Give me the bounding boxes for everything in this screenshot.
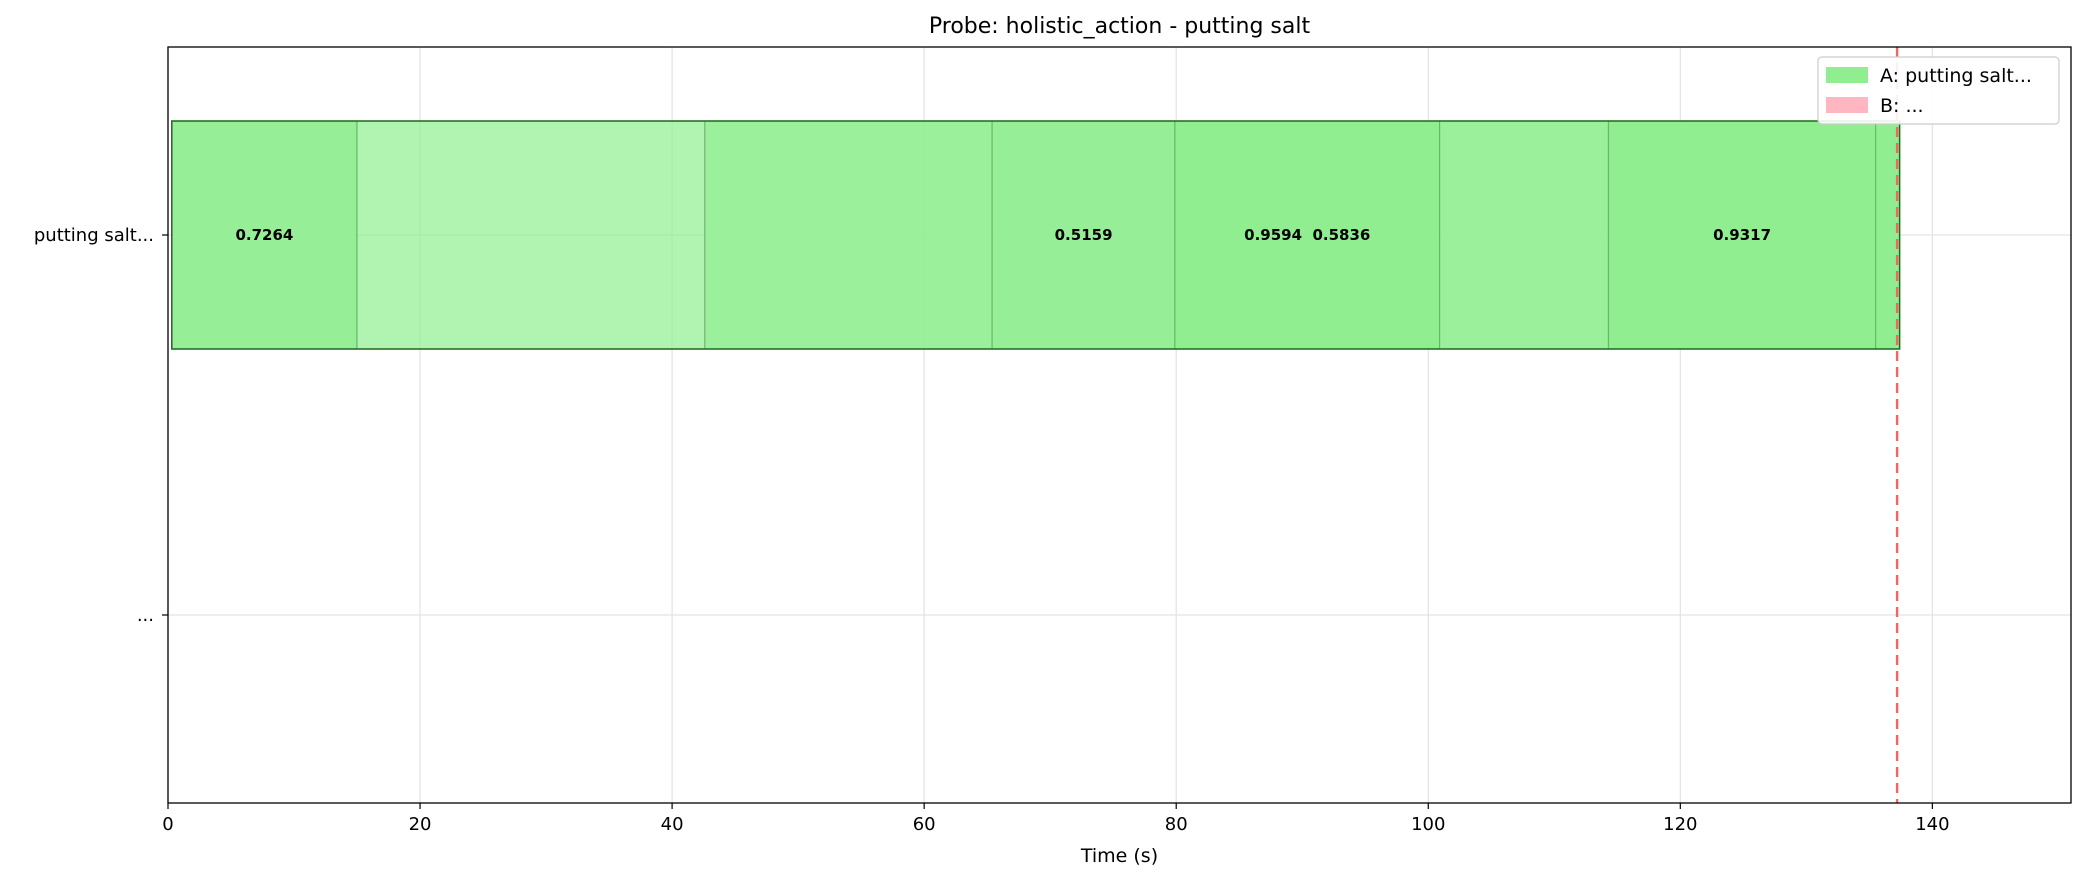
segment-score-label: 0.9317	[1713, 226, 1771, 244]
y-tick-label: ...	[137, 605, 154, 626]
legend-swatch	[1826, 97, 1868, 113]
legend-swatch	[1826, 67, 1868, 83]
x-tick-label: 40	[661, 814, 684, 835]
x-axis: 0 20 40 60 80 100 120 140	[162, 803, 1950, 835]
segment-score-label: 0.7264	[235, 226, 293, 244]
x-tick-label: 0	[162, 814, 173, 835]
x-tick-label: 120	[1663, 814, 1697, 835]
legend: A: putting salt... B: ...	[1817, 56, 2060, 125]
bar-segment	[1875, 120, 1901, 350]
bar-segments: 0.7264 0.5159 0.9594 0.5836 0.9317	[171, 120, 1901, 350]
x-tick-label: 140	[1915, 814, 1949, 835]
segment-score-label: 0.9594 0.5836	[1244, 226, 1370, 244]
x-tick-label: 100	[1411, 814, 1445, 835]
bar-segment	[1439, 120, 1610, 350]
x-tick-label: 20	[409, 814, 432, 835]
x-tick-label: 60	[913, 814, 936, 835]
bar-segment	[1174, 120, 1441, 350]
plot-frame	[167, 46, 2072, 804]
bar-segment	[171, 120, 358, 350]
bar-outline	[171, 120, 1901, 350]
bar-segment	[704, 120, 993, 350]
chart-title: Probe: holistic_action - putting salt	[929, 14, 1311, 39]
bar-segment	[1607, 120, 1877, 350]
segment-score-label: 0.5159	[1055, 226, 1113, 244]
legend-label: B: ...	[1880, 95, 1924, 117]
legend-box	[1817, 56, 2060, 125]
bar-segment	[356, 120, 706, 350]
y-tick-label: putting salt...	[34, 225, 154, 246]
x-tick-label: 80	[1165, 814, 1188, 835]
y-axis: putting salt......	[34, 225, 168, 626]
x-axis-label: Time (s)	[1080, 845, 1158, 867]
legend-label: A: putting salt...	[1880, 65, 2032, 87]
bar-segment	[991, 120, 1176, 350]
